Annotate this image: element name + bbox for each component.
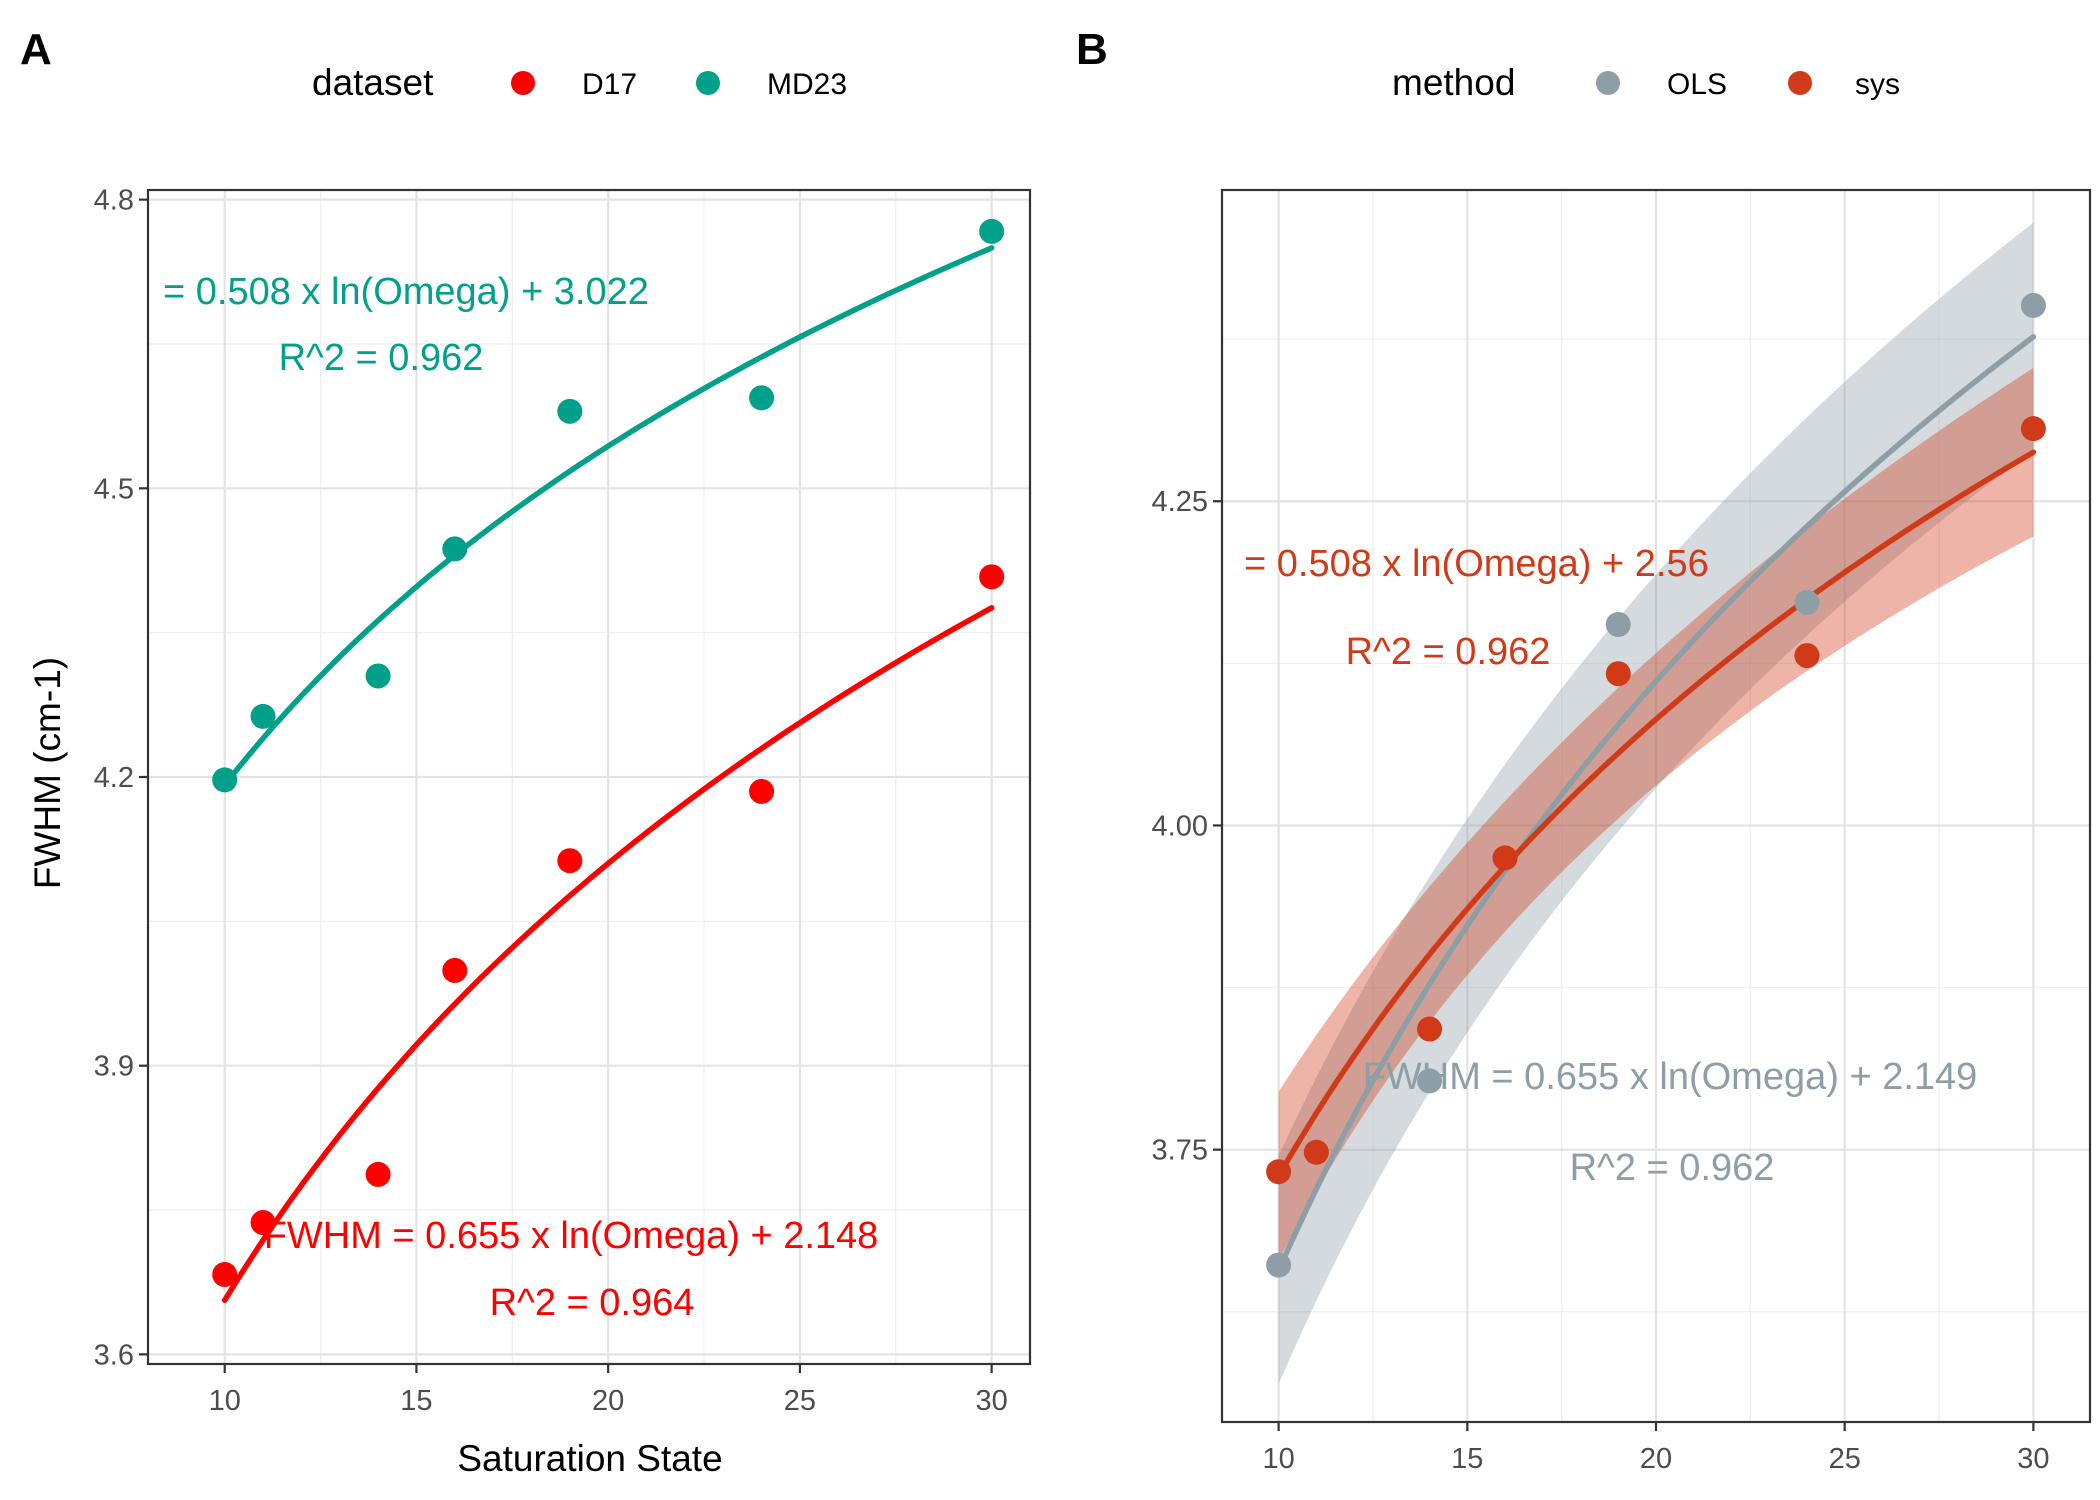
panel-a-x-tick-label: 15 — [400, 1385, 432, 1417]
panel-a-legend-title: dataset — [312, 62, 434, 103]
panel-b-points — [1266, 292, 2046, 1278]
panel-b-legend-key-sys — [1788, 71, 1812, 95]
panel-b-point-ols — [1417, 1068, 1443, 1094]
panel-a-point-md23 — [250, 703, 276, 729]
panel-b-legend-title: method — [1392, 62, 1515, 103]
panel-b-legend-label-sys: sys — [1855, 68, 1900, 101]
panel-b-tag: B — [1076, 25, 1108, 74]
panel-a-annotation-d17: R^2 = 0.964 — [490, 1282, 695, 1324]
panel-a-y-tick-label: 4.2 — [94, 762, 134, 794]
panel-b-annotation-sys: R^2 = 0.962 — [1346, 631, 1551, 673]
panel-a-y-tick-label: 3.6 — [94, 1339, 134, 1371]
panel-a-annotation-md23: R^2 = 0.962 — [279, 337, 484, 379]
panel-a-y-tick-label: 4.8 — [94, 185, 134, 217]
panel-a-y-tick-label: 3.9 — [94, 1051, 134, 1083]
panel-b-legend-key-ols — [1596, 71, 1620, 95]
panel-a: 10 15 20 25 30 3.6 3.9 4.2 4.5 4.8 FWHM = 0.655 x… — [20, 25, 1032, 1479]
panel-b-point-ols — [1605, 611, 1631, 637]
panel-a-legend-label-md23: MD23 — [767, 68, 847, 101]
panel-a-legend-label-d17: D17 — [582, 68, 637, 101]
panel-a-x-tick-label: 25 — [784, 1385, 816, 1417]
panel-b-point-ols — [1794, 589, 1820, 615]
panel-b-y-tick-label: 4.00 — [1152, 810, 1208, 842]
panel-b-ticks: 10 15 20 25 30 3.75 4.00 4.25 — [1152, 486, 2050, 1475]
panel-a-fit-line-md23 — [221, 245, 995, 788]
panel-b-point-sys — [2020, 416, 2046, 442]
panel-b-x-tick-label: 25 — [1829, 1443, 1861, 1475]
panel-a-x-axis-title: Saturation State — [457, 1438, 722, 1479]
panel-a-points — [212, 218, 1005, 1288]
panel-b: 10 15 20 25 30 3.75 4.00 4.25 FWHM = 0.655 x ln… — [1076, 25, 2092, 1475]
panel-a-annotations: FWHM = 0.655 x ln(Omega) + 2.148 R^2 = 0.… — [163, 271, 878, 1324]
panel-b-bands — [1278, 222, 2034, 1385]
panel-b-point-sys — [1492, 845, 1518, 871]
panel-b-point-sys — [1303, 1139, 1329, 1165]
panel-a-legend: dataset D17 MD23 — [312, 62, 847, 103]
panel-a-point-d17 — [212, 1262, 238, 1288]
panel-a-tag: A — [20, 25, 52, 74]
panel-b-x-tick-label: 10 — [1262, 1443, 1294, 1475]
panel-b-confidence-band-ols — [1278, 222, 2034, 1385]
panel-b-point-ols — [2020, 292, 2046, 318]
panel-b-point-sys — [1266, 1159, 1292, 1185]
panel-b-point-sys — [1794, 643, 1820, 669]
panel-b-annotation-ols: R^2 = 0.962 — [1570, 1147, 1775, 1189]
panel-b-y-tick-label: 4.25 — [1152, 486, 1208, 518]
panel-a-point-md23 — [365, 663, 391, 689]
panel-a-ticks: 10 15 20 25 30 3.6 3.9 4.2 4.5 4.8 — [94, 185, 1008, 1417]
panel-a-point-d17 — [250, 1210, 276, 1236]
panel-b-point-sys — [1605, 661, 1631, 687]
panel-a-y-axis-title: FWHM (cm-1) — [27, 657, 68, 889]
panel-b-confidence-band-sys — [1278, 367, 2034, 1261]
panel-b-fit-line-ols — [1275, 334, 2037, 1273]
panel-b-x-tick-label: 15 — [1451, 1443, 1483, 1475]
panel-a-fit-line-d17 — [221, 605, 995, 1304]
panel-a-fit-lines — [221, 245, 995, 1304]
panel-b-y-tick-label: 3.75 — [1152, 1135, 1208, 1167]
panel-b-legend-label-ols: OLS — [1667, 68, 1727, 101]
panel-a-point-d17 — [365, 1161, 391, 1187]
panel-a-x-tick-label: 30 — [976, 1385, 1008, 1417]
panel-b-x-tick-label: 20 — [1640, 1443, 1672, 1475]
panel-a-annotation-md23: = 0.508 x ln(Omega) + 3.022 — [163, 271, 649, 313]
panel-b-fit-lines — [1275, 334, 2037, 1273]
panel-a-annotation-d17: FWHM = 0.655 x ln(Omega) + 2.148 — [264, 1215, 879, 1257]
panel-b-annotations: FWHM = 0.655 x ln(Omega) + 2.149 R^2 = 0.… — [1244, 543, 1977, 1189]
panel-a-y-tick-label: 4.5 — [94, 473, 134, 505]
panel-b-x-tick-label: 30 — [2017, 1443, 2049, 1475]
panel-a-point-d17 — [979, 564, 1005, 590]
panel-a-legend-key-md23 — [696, 71, 720, 95]
panel-b-annotation-sys: = 0.508 x ln(Omega) + 2.56 — [1244, 543, 1709, 585]
panel-b-annotation-ols: FWHM = 0.655 x ln(Omega) + 2.149 — [1363, 1056, 1978, 1098]
panel-b-legend: method OLS sys — [1392, 62, 1900, 103]
panel-a-point-md23 — [212, 767, 238, 793]
panel-a-point-md23 — [979, 218, 1005, 244]
panel-a-point-d17 — [557, 848, 583, 874]
panel-a-point-md23 — [749, 385, 775, 411]
panel-a-point-d17 — [442, 957, 468, 983]
panel-a-x-tick-label: 10 — [209, 1385, 241, 1417]
panel-b-point-sys — [1417, 1016, 1443, 1042]
panel-a-point-d17 — [749, 778, 775, 804]
panel-b-fit-line-sys — [1275, 449, 2037, 1179]
panel-b-grid — [1222, 190, 2090, 1422]
panel-a-point-md23 — [557, 398, 583, 424]
panel-a-point-md23 — [442, 536, 468, 562]
panel-b-point-ols — [1266, 1252, 1292, 1278]
panel-a-x-tick-label: 20 — [592, 1385, 624, 1417]
panel-a-legend-key-d17 — [511, 71, 535, 95]
